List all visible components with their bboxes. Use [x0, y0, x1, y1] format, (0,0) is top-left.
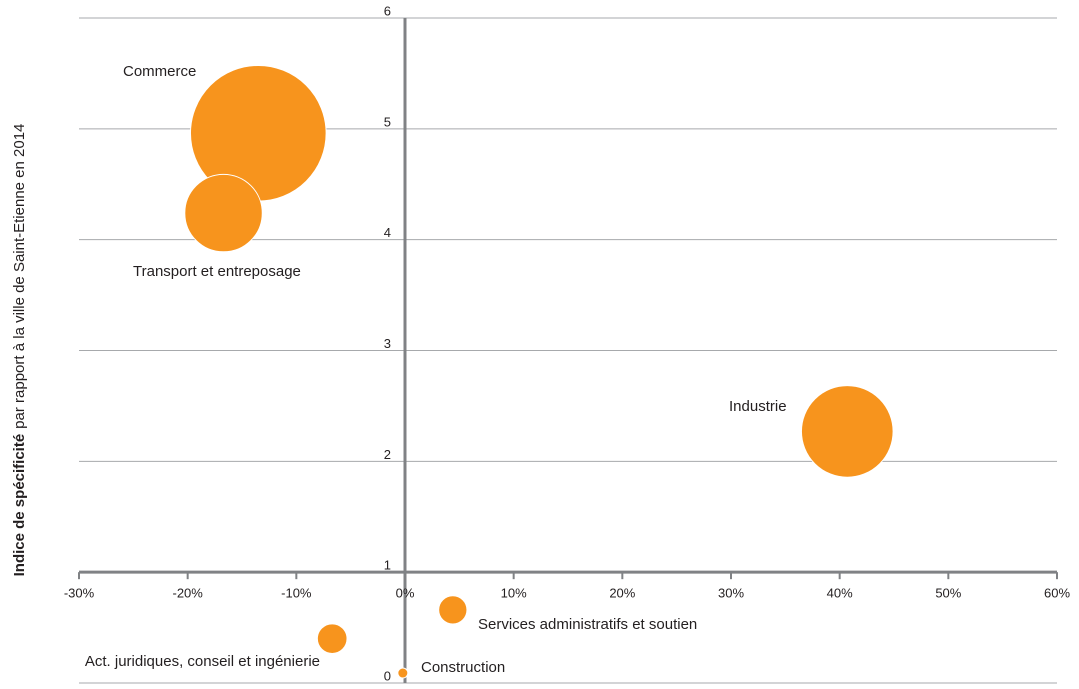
x-tick-label: 20%	[609, 586, 635, 601]
bubble-label: Commerce	[123, 63, 196, 80]
x-tick-label: 30%	[718, 586, 744, 601]
bubble	[438, 595, 468, 625]
bubble	[184, 173, 263, 253]
bubble	[316, 623, 348, 654]
bubble-label: Industrie	[729, 398, 787, 415]
x-tick-label: 10%	[501, 586, 527, 601]
y-tick-label: 3	[384, 336, 391, 351]
bubble-label: Act. juridiques, conseil et ingénierie	[85, 653, 320, 670]
bubble	[800, 385, 894, 478]
bubble	[397, 667, 409, 679]
x-tick-label: -30%	[64, 586, 95, 601]
x-tick-label: 60%	[1044, 586, 1070, 601]
bubble-label: Transport et entreposage	[133, 263, 301, 280]
x-tick-label: 40%	[827, 586, 853, 601]
y-tick-label: 5	[384, 114, 391, 129]
y-axis-title: Indice de spécificité par rapport à la vi…	[11, 124, 28, 577]
bubble-label: Construction	[421, 659, 505, 676]
y-tick-label: 2	[384, 447, 391, 462]
y-tick-label: 4	[384, 225, 391, 240]
x-tick-label: -20%	[172, 586, 203, 601]
y-tick-label: 1	[384, 558, 391, 573]
bubble-label: Services administratifs et soutien	[478, 616, 697, 633]
y-tick-label: 0	[384, 668, 391, 683]
y-axis-title-bold: Indice de spécificité	[11, 434, 28, 577]
x-tick-label: 50%	[935, 586, 961, 601]
y-tick-label: 6	[384, 3, 391, 18]
x-tick-label: 0%	[396, 586, 415, 601]
x-tick-label: -10%	[281, 586, 312, 601]
y-axis-title-rest: par rapport à la ville de Saint-Etienne …	[11, 124, 28, 429]
